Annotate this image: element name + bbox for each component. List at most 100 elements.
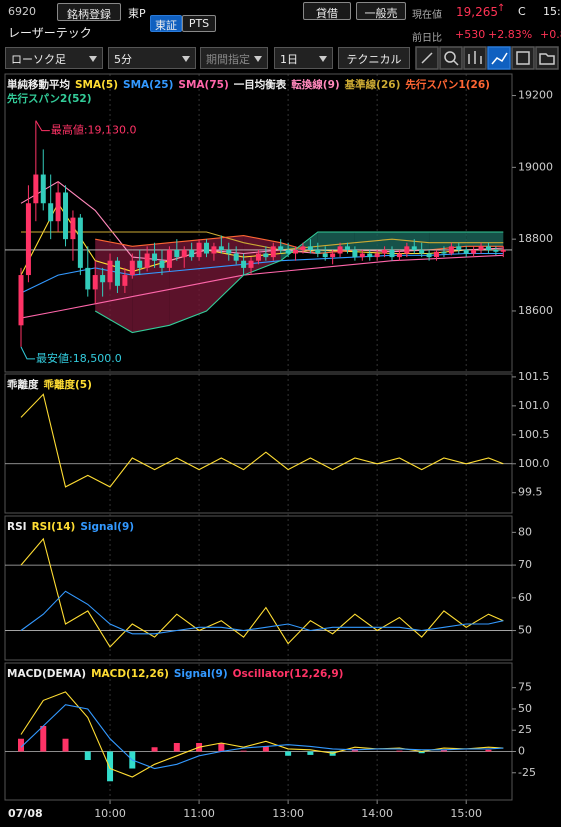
indicator-line [20,252,504,294]
borrow-button[interactable]: 貸借 [303,2,351,20]
x-tick-label: 10:00 [94,807,126,820]
cloud [132,242,170,333]
candle-body [426,253,432,258]
candle-body [114,260,120,286]
sell-button[interactable]: 一般売 [356,2,406,20]
legend-entry: Signal(9) [173,668,228,680]
y-tick-label: 50 [518,702,532,715]
annotation-arrow [20,346,35,360]
candle-body [330,253,336,258]
legend-entry: 乖離度(5) [43,379,92,391]
candle-body [419,249,425,254]
candle-body [70,217,76,240]
y-tick-label: 99.5 [518,486,543,499]
candle-body [33,174,39,204]
price: 19,265 [456,5,498,19]
candle-body [374,253,380,258]
legend: 単純移動平均 SMA(5) SMA(25) SMA(75) 一目均衡表 転換線(9) 基準線… [7,78,512,106]
exchange-tab[interactable]: PTS [182,15,216,32]
panel-frame [4,515,513,661]
indicator-line [20,691,504,778]
legend-group: RSI [7,521,27,533]
candle-body [144,253,150,268]
legend-group: 単純移動平均 [7,79,70,91]
oscillator-bar [418,751,425,754]
candle-body [485,246,491,250]
candle-body [441,251,447,254]
candle-body [100,275,106,283]
oscillator-bar [62,738,69,752]
candle-body [218,246,224,250]
legend-entry: Signal(9) [80,521,135,533]
candle-body [293,249,299,254]
price-flag: C [518,5,526,18]
legend-entry: RSI(14) [31,521,76,533]
exchange-tab[interactable]: 東証 [150,15,182,32]
panel-frame [4,373,513,514]
indicator-line [20,537,504,648]
area-icon[interactable] [487,46,511,70]
indicator-line [20,590,504,635]
oscillator-bar [218,742,225,752]
stock-code: 6920 [8,5,36,18]
period-select[interactable]: 期間指定 [200,47,268,69]
candle-body [48,203,54,222]
cloud [95,239,133,333]
technical-button[interactable]: テクニカル [338,47,410,69]
candle-body [463,249,469,254]
candle-body [322,253,328,258]
interval-select[interactable]: 5分 [108,47,196,69]
y-tick-label: 101.0 [518,399,550,412]
change-label: 前日比 [412,33,442,44]
oscillator-bar [151,747,158,752]
y-tick-label: 19000 [518,160,553,173]
candle-body [404,246,410,254]
y-tick-label: -25 [518,766,536,779]
legend-group: MACD(DEMA) [7,668,87,680]
y-tick-label: 0 [518,744,525,757]
legend: MACD(DEMA) MACD(12,26) Signal(9) Oscillator… [7,667,512,681]
candle-body [471,249,477,254]
candle-body [285,249,291,254]
y-tick-label: 50 [518,624,532,637]
indicator-line [20,393,504,488]
oscillator-bar [396,750,403,752]
y-tick-label: 19200 [518,89,553,102]
oscillator-bar [285,751,292,756]
legend-group: 一目均衡表 [233,79,287,91]
legend-entry: 先行スパン2(52) [7,93,92,105]
legend-entry: SMA(75) [178,79,229,91]
time: 15: [543,5,561,18]
candle-body [315,249,321,254]
annotation-arrow [35,120,50,132]
date-label: 07/08 [8,807,43,820]
oscillator-bar [262,746,269,752]
candle-body [478,246,484,250]
y-tick-label: 101.5 [518,370,550,383]
panel-frame [4,73,513,373]
oscillator-bar [485,749,492,752]
y-tick-label: 70 [518,558,532,571]
candle-body [25,203,31,276]
candle-body [241,260,247,268]
select-text: 5分 [114,53,132,66]
candle-body [263,253,269,258]
candle-body [18,275,24,326]
candle-body [122,275,128,286]
chart-style-select[interactable]: ローソク足 [5,47,103,69]
candle-body [456,246,462,250]
candle-body [226,249,232,254]
register-button[interactable]: 銘柄登録 [57,3,121,21]
candle-body [396,253,402,258]
y-tick-label: 25 [518,723,532,736]
candle-body [344,246,350,250]
indicator-line [95,235,504,255]
candle-body [204,242,209,254]
span-select[interactable]: 1日 [274,47,333,69]
candle-body [448,246,454,254]
candle-body [255,253,261,261]
annotation-label: 最安値:18,500.0 [36,351,122,365]
cloud [429,231,467,250]
legend: 乖離度 乖離度(5) [7,378,512,392]
candle-body [411,246,417,250]
